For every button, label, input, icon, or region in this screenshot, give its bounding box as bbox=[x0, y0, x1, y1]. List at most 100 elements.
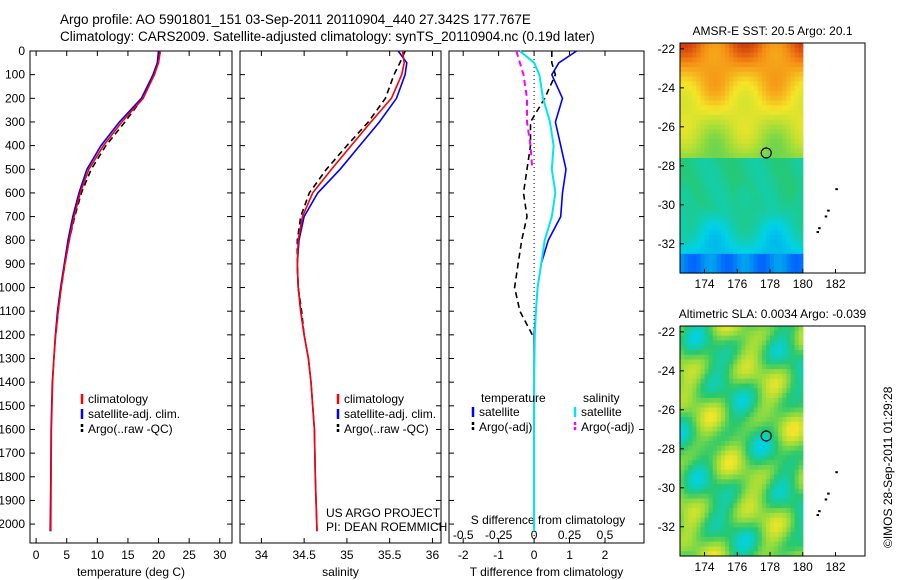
heatmap-cell bbox=[770, 431, 775, 437]
heatmap-cell bbox=[745, 397, 751, 404]
heatmap-cell bbox=[680, 455, 685, 461]
heatmap-cell bbox=[712, 417, 718, 423]
heatmap-cell bbox=[757, 191, 763, 197]
heatmap-cell bbox=[798, 402, 804, 409]
heatmap-cell bbox=[712, 71, 718, 78]
heatmap-cell bbox=[720, 546, 726, 552]
heatmap-cell bbox=[794, 167, 800, 173]
heatmap-cell bbox=[692, 229, 697, 236]
heatmap-cell bbox=[761, 268, 767, 274]
heatmap-cell bbox=[712, 517, 718, 524]
heatmap-cell bbox=[688, 47, 693, 54]
heatmap-cell bbox=[729, 397, 734, 404]
heatmap-cell bbox=[757, 134, 763, 140]
heatmap-cell bbox=[749, 512, 755, 519]
heatmap-cell bbox=[708, 393, 714, 399]
heatmap-cell bbox=[782, 90, 787, 97]
heatmap-cell bbox=[798, 110, 804, 116]
heatmap-cell bbox=[778, 541, 783, 547]
heatmap-cell bbox=[720, 364, 726, 370]
heatmap-cell bbox=[741, 388, 747, 394]
heatmap-cell bbox=[700, 465, 706, 471]
heatmap-cell bbox=[770, 364, 775, 370]
heatmap-cell bbox=[696, 153, 702, 159]
heatmap-cell bbox=[741, 450, 747, 456]
heatmap-cell bbox=[782, 52, 787, 58]
heatmap-cell bbox=[778, 412, 783, 418]
heatmap-cell bbox=[774, 484, 779, 490]
heatmap-cell bbox=[774, 407, 779, 413]
heatmap-cell bbox=[794, 114, 800, 121]
heatmap-cell bbox=[790, 52, 796, 58]
heatmap-cell bbox=[704, 421, 710, 428]
heatmap-cell bbox=[745, 138, 751, 145]
heatmap-cell bbox=[692, 354, 697, 361]
heatmap-cell bbox=[692, 417, 697, 423]
heatmap-cell bbox=[684, 330, 689, 337]
heatmap-cell bbox=[753, 229, 759, 236]
heatmap-cell bbox=[688, 172, 693, 178]
heatmap-cell bbox=[733, 421, 738, 428]
heatmap-cell bbox=[692, 177, 697, 183]
heatmap-cell bbox=[774, 158, 779, 164]
heatmap-cell bbox=[729, 450, 734, 456]
heatmap-cell bbox=[712, 488, 718, 495]
heatmap-cell bbox=[790, 364, 796, 370]
heatmap-cell bbox=[708, 330, 714, 337]
heatmap-cell bbox=[680, 397, 685, 404]
heatmap-cell bbox=[757, 359, 763, 365]
heatmap-cell bbox=[692, 138, 697, 145]
heatmap-cell bbox=[716, 373, 722, 380]
heatmap-cell bbox=[761, 340, 767, 346]
heatmap-cell bbox=[766, 378, 771, 385]
heatmap-cell bbox=[770, 397, 775, 404]
heatmap-cell bbox=[745, 350, 751, 356]
heatmap-cell bbox=[749, 373, 755, 380]
heatmap-cell bbox=[684, 81, 689, 87]
heatmap-cell bbox=[753, 412, 759, 418]
heatmap-cell bbox=[766, 445, 771, 452]
heatmap-cell bbox=[692, 512, 697, 519]
heatmap-cell bbox=[753, 210, 759, 217]
heatmap-cell bbox=[708, 493, 714, 500]
heatmap-cell bbox=[684, 191, 689, 197]
heatmap-cell bbox=[716, 546, 722, 552]
heatmap-cell bbox=[712, 484, 718, 490]
heatmap-cell bbox=[741, 378, 747, 385]
heatmap-cell bbox=[729, 421, 734, 428]
heatmap-cell bbox=[757, 249, 763, 255]
heatmap-cell bbox=[704, 508, 710, 514]
heatmap-cell bbox=[766, 512, 771, 519]
heatmap-cell bbox=[766, 95, 771, 102]
heatmap-cell bbox=[704, 153, 710, 159]
heatmap-cell bbox=[770, 76, 775, 82]
heatmap-cell bbox=[725, 330, 730, 337]
heatmap-cell bbox=[733, 90, 738, 97]
heatmap-cell bbox=[786, 134, 792, 140]
heatmap-cell bbox=[696, 86, 702, 92]
heatmap-cell bbox=[729, 153, 734, 159]
heatmap-cell bbox=[688, 335, 693, 341]
heatmap-cell bbox=[725, 503, 730, 509]
heatmap-cell bbox=[712, 90, 718, 97]
heatmap-cell bbox=[766, 522, 771, 528]
heatmap-cell bbox=[700, 81, 706, 87]
island-marker bbox=[824, 215, 828, 218]
heatmap-cell bbox=[692, 110, 697, 116]
heatmap-cell bbox=[729, 455, 734, 461]
heatmap-cell bbox=[729, 47, 734, 54]
heatmap-cell bbox=[725, 172, 730, 178]
heatmap-cell bbox=[708, 129, 714, 135]
heatmap-cell bbox=[786, 81, 792, 87]
heatmap-cell bbox=[725, 225, 730, 231]
heatmap-cell bbox=[729, 43, 734, 49]
heatmap-cell bbox=[782, 340, 787, 346]
heatmap-cell bbox=[688, 225, 693, 231]
heatmap-cell bbox=[704, 263, 710, 269]
heatmap-cell bbox=[720, 402, 726, 409]
heatmap-cell bbox=[708, 43, 714, 49]
heatmap-cell bbox=[782, 172, 787, 178]
heatmap-cell bbox=[708, 326, 714, 332]
heatmap-cell bbox=[749, 105, 755, 111]
heatmap-cell bbox=[790, 258, 796, 264]
